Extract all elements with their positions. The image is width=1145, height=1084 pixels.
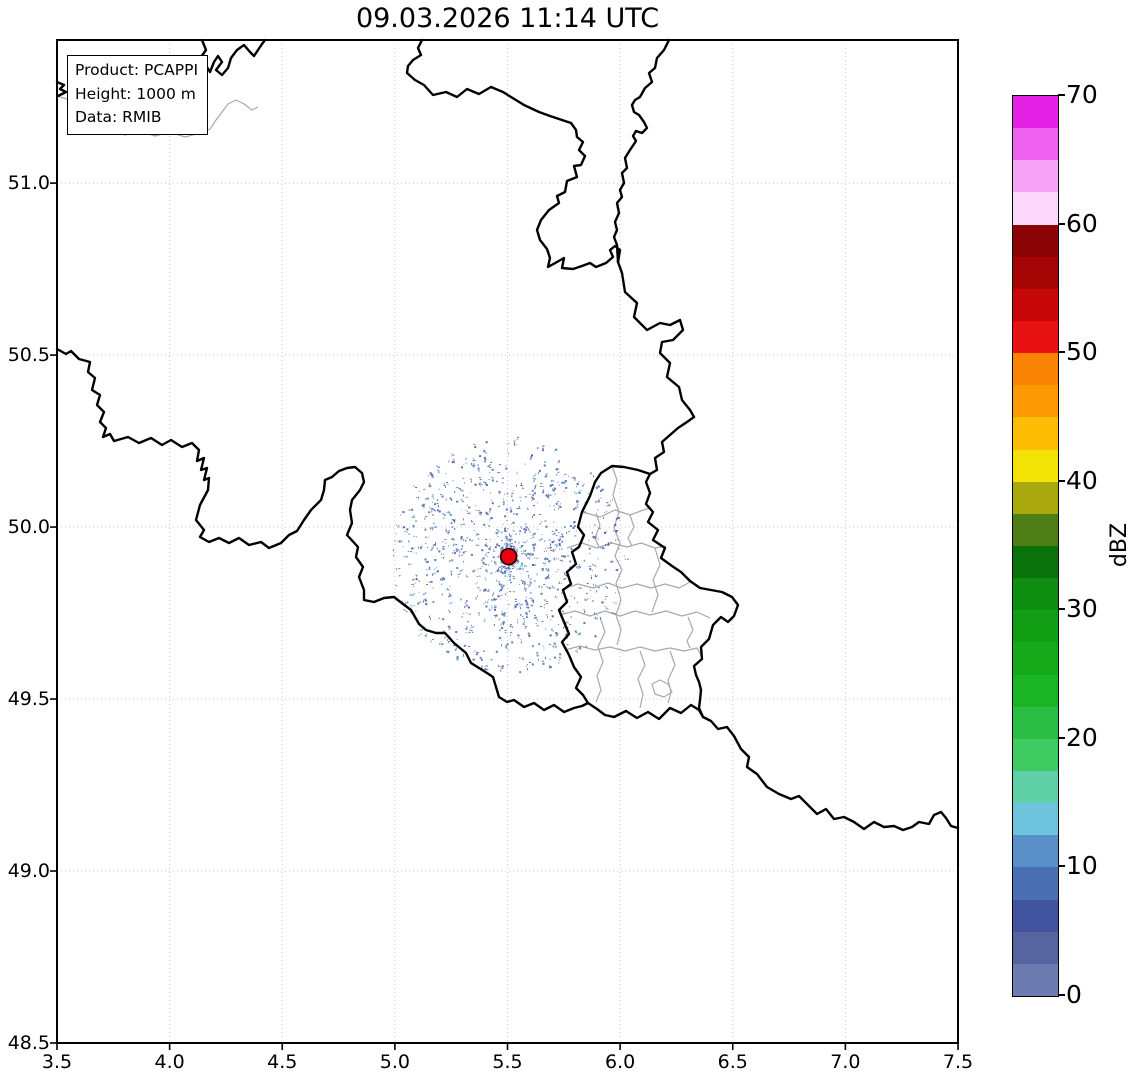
colorbar-tick-label: 70 — [1066, 80, 1098, 109]
country-border — [644, 472, 740, 719]
colorbar-tick-label: 20 — [1066, 722, 1098, 752]
region-border — [582, 507, 650, 518]
colorbar-segment — [1013, 288, 1058, 321]
data-source-line: Data: RMIB — [75, 108, 162, 126]
x-tick-label: 6.0 — [605, 1051, 636, 1073]
country-border — [612, 38, 671, 264]
colorbar-segment — [1013, 674, 1058, 707]
country-border — [616, 260, 696, 476]
region-border — [686, 616, 694, 649]
colorbar-tick — [1058, 479, 1065, 482]
colorbar-segment — [1013, 385, 1058, 418]
y-tick-label: 51.0 — [7, 172, 50, 195]
colorbar-tick — [1058, 736, 1065, 739]
product-line: Product: PCAPPI — [75, 61, 199, 79]
tick-marks — [50, 182, 959, 1050]
colorbar-segment — [1013, 610, 1058, 643]
country-border — [55, 80, 68, 98]
colorbar-segment — [1013, 224, 1058, 257]
colorbar-tick — [1058, 222, 1065, 225]
region-border — [594, 512, 601, 548]
colorbar-tick — [1058, 94, 1065, 96]
country-borders — [55, 38, 960, 832]
y-tick-label: 50.5 — [7, 344, 50, 367]
x-tick-label: 5.5 — [492, 1051, 523, 1073]
y-tick-label: 49.5 — [7, 688, 50, 711]
colorbar-tick-label: 60 — [1066, 208, 1098, 238]
colorbar-tick — [1058, 351, 1065, 354]
country-border — [405, 38, 622, 271]
colorbar-segment — [1013, 899, 1058, 932]
region-border — [611, 465, 620, 513]
colorbar-segment — [1013, 449, 1058, 482]
colorbar-tick — [1058, 608, 1065, 611]
x-tick-label: 4.0 — [154, 1051, 185, 1073]
region-border — [562, 581, 691, 590]
radar-site-marker — [499, 547, 518, 566]
height-line: Height: 1000 m — [75, 84, 196, 103]
colorbar-segment — [1013, 417, 1058, 450]
region-border — [595, 616, 606, 703]
y-tick-label: 50.0 — [7, 516, 50, 539]
colorbar-segment — [1013, 96, 1058, 129]
x-tick-label: 3.5 — [41, 1051, 73, 1073]
country-border — [557, 464, 652, 705]
colorbar-segment — [1013, 770, 1058, 804]
colorbar-segment — [1013, 963, 1058, 996]
x-tick-label: 5.0 — [379, 1051, 410, 1073]
colorbar-segment — [1013, 642, 1058, 675]
grid — [56, 40, 959, 1044]
region-border — [559, 610, 711, 619]
colorbar-segment — [1013, 320, 1058, 354]
x-tick-label: 7.5 — [942, 1051, 974, 1073]
x-tick-label: 4.5 — [267, 1051, 298, 1073]
colorbar-segment — [1013, 353, 1058, 386]
region-border — [651, 679, 673, 698]
region-border — [566, 542, 667, 549]
colorbar-tick-label: 50 — [1066, 337, 1098, 367]
colorbar-segment — [1013, 545, 1058, 579]
colorbar-segment — [1013, 738, 1058, 771]
colorbar-segment — [1013, 803, 1058, 836]
y-tick-label: 48.5 — [7, 1032, 50, 1054]
region-border — [667, 650, 676, 704]
colorbar-segment — [1013, 481, 1058, 514]
colorbar-segment — [1013, 256, 1058, 289]
page-title: 09.03.2026 11:14 UTC — [355, 3, 660, 34]
country-border — [701, 715, 960, 832]
colorbar-segment — [1013, 578, 1058, 611]
colorbar — [1012, 95, 1059, 997]
colorbar-segment — [1013, 835, 1058, 868]
country-border — [55, 347, 590, 714]
colorbar-segment — [1013, 867, 1058, 900]
region-borders — [56, 95, 711, 709]
region-border — [637, 650, 646, 709]
colorbar-tick-label: 40 — [1066, 465, 1098, 495]
colorbar-tick — [1058, 865, 1065, 868]
country-border — [199, 38, 267, 77]
region-border — [627, 514, 635, 547]
colorbar-tick-label: 10 — [1066, 851, 1098, 881]
region-border — [651, 547, 661, 613]
colorbar-segment — [1013, 192, 1058, 225]
radar-echoes — [392, 436, 629, 674]
colorbar-segment — [1013, 706, 1058, 739]
colorbar-tick-label: 0 — [1066, 980, 1082, 1009]
y-tick-label: 49.0 — [7, 860, 50, 883]
colorbar-tick-label: 30 — [1066, 594, 1098, 624]
product-info-box: Product: PCAPPI Height: 1000 m Data: RMI… — [67, 55, 209, 135]
colorbar-segment — [1013, 513, 1058, 546]
x-tick-label: 7.0 — [830, 1051, 861, 1073]
colorbar-segment — [1013, 160, 1058, 193]
colorbar-segment — [1013, 128, 1058, 161]
colorbar-segment — [1013, 931, 1058, 964]
region-border — [613, 511, 623, 646]
colorbar-axis-label: dBZ — [1107, 522, 1132, 568]
colorbar-tick — [1058, 994, 1065, 996]
x-tick-label: 6.5 — [717, 1051, 748, 1073]
country-border — [586, 701, 705, 721]
region-border — [564, 645, 702, 656]
